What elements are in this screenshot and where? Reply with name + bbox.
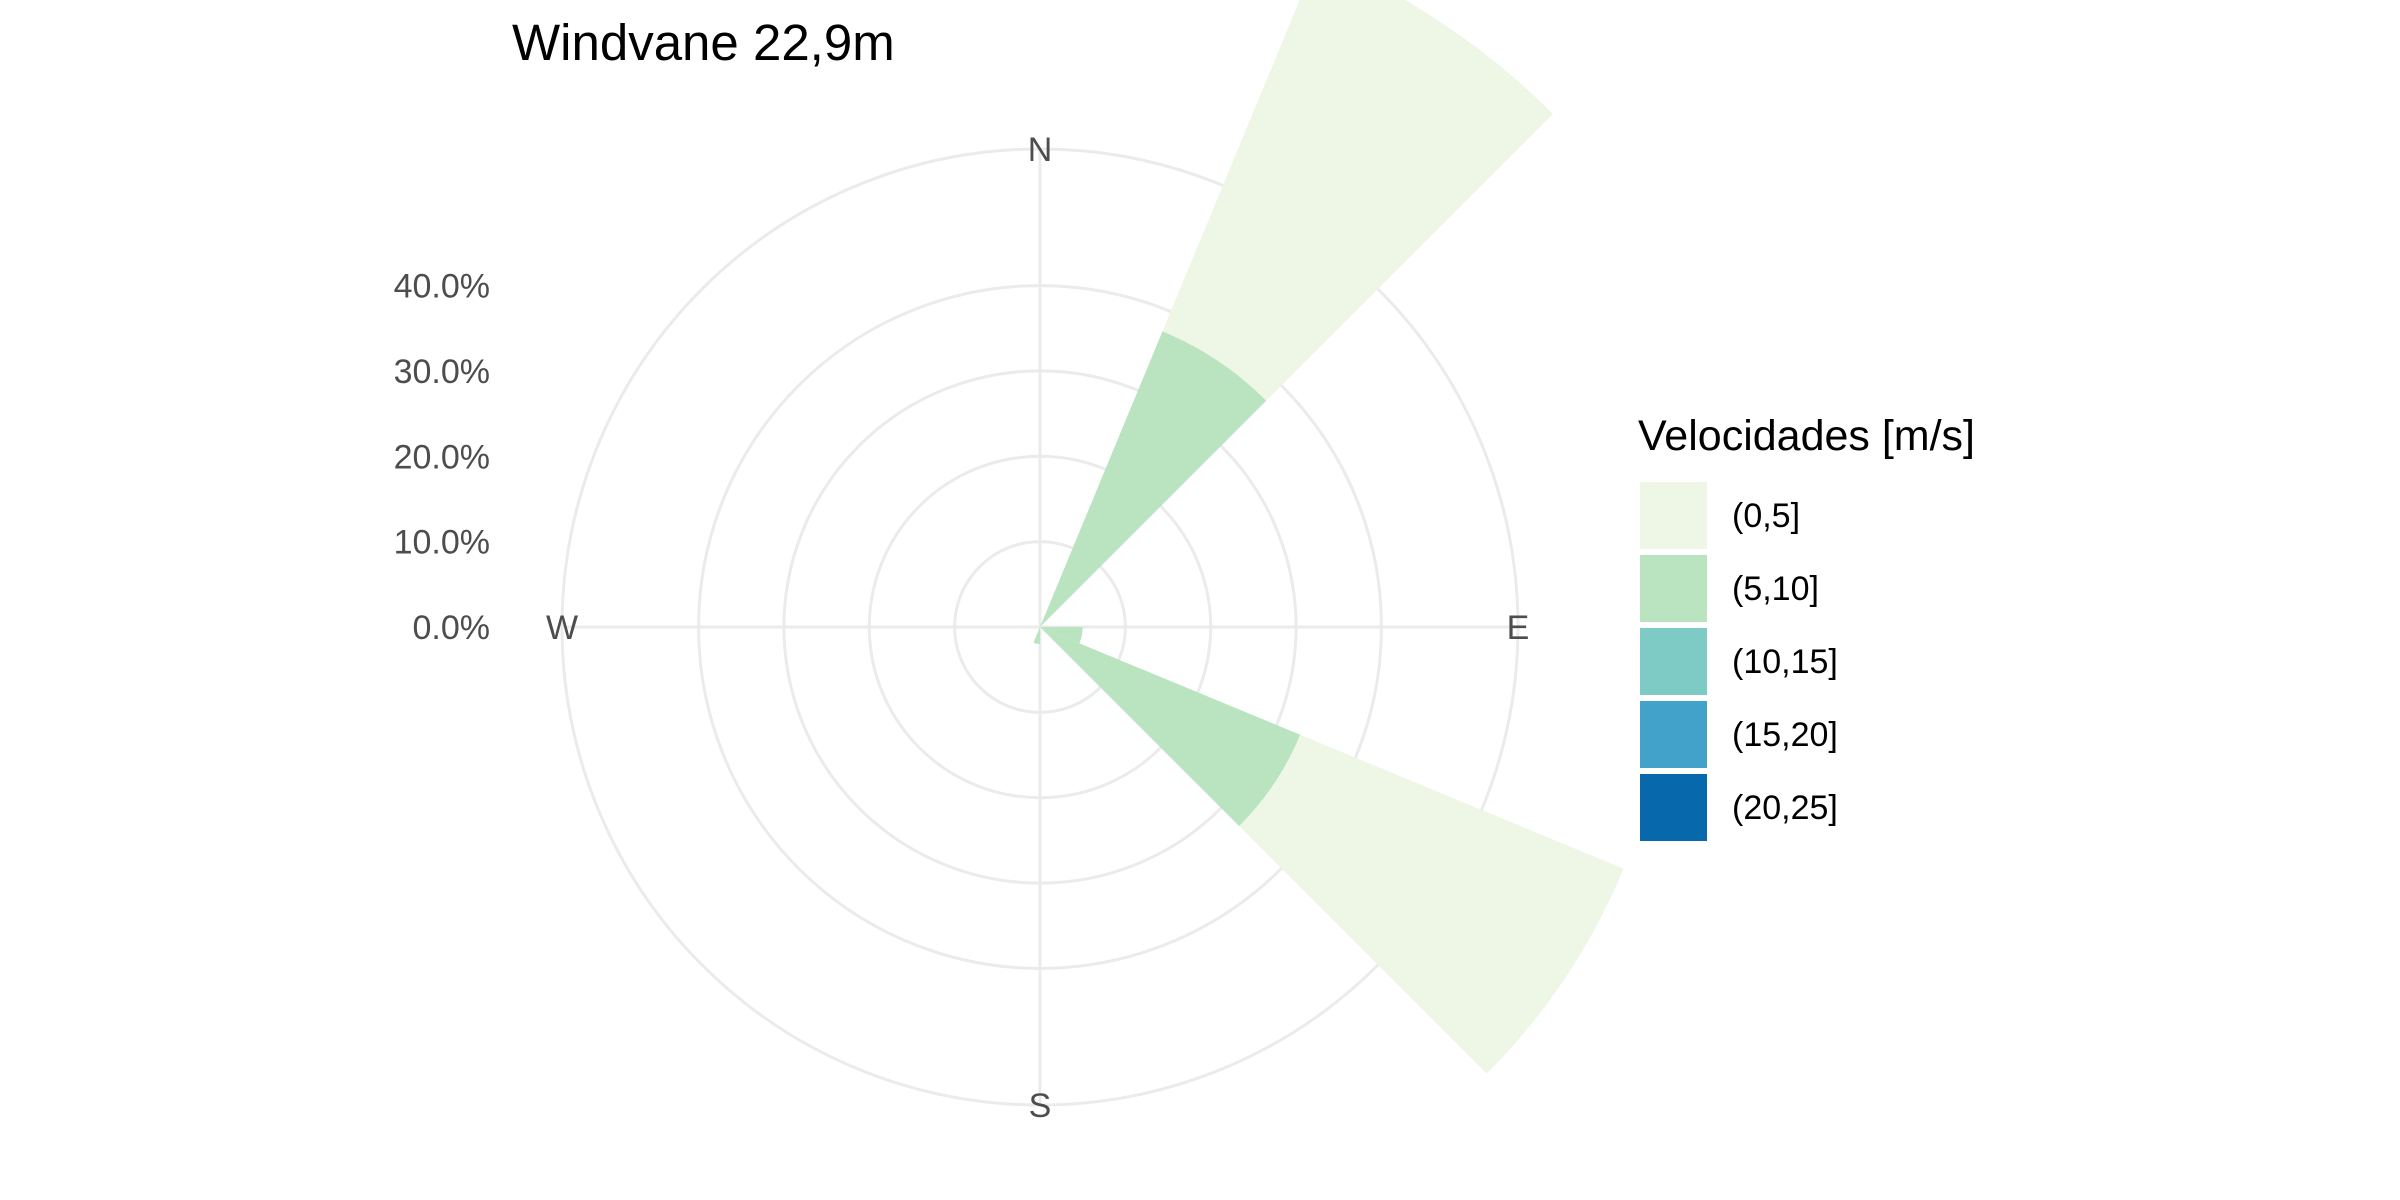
legend-label: (15,20] <box>1732 716 1838 754</box>
legend-swatch <box>1640 555 1707 622</box>
tick-label: 30.0% <box>394 353 490 391</box>
sector-segment <box>1040 627 1301 827</box>
direction-label: S <box>1029 1087 1052 1125</box>
polar-grid <box>560 147 1520 1107</box>
legend-label: (20,25] <box>1732 789 1838 827</box>
legend-label: (0,5] <box>1732 497 1800 535</box>
tick-label: 0.0% <box>413 609 491 647</box>
sector-segment <box>1040 331 1267 627</box>
legend-label: (10,15] <box>1732 643 1838 681</box>
tick-label: 10.0% <box>394 524 490 562</box>
legend-swatch <box>1640 628 1707 695</box>
legend-swatch <box>1640 482 1707 549</box>
direction-label: E <box>1507 609 1530 647</box>
legend-label: (5,10] <box>1732 570 1819 608</box>
legend-swatch <box>1640 701 1707 768</box>
legend: Velocidades [m/s] (0,5] (5,10] (10,15] (15,… <box>1638 412 1975 841</box>
legend-title: Velocidades [m/s] <box>1638 412 1975 460</box>
tick-label: 40.0% <box>394 268 490 306</box>
legend-swatch <box>1640 774 1707 841</box>
direction-label: W <box>546 609 578 647</box>
sector-segment <box>1040 627 1083 644</box>
tick-label: 20.0% <box>394 438 490 476</box>
wind-sectors <box>1033 0 1624 1074</box>
chart-title: Windvane 22,9m <box>512 14 895 71</box>
sector-segment <box>1239 734 1624 1074</box>
legend-items: (0,5] (5,10] (10,15] (15,20] (20,25] <box>1640 482 1838 841</box>
direction-label: N <box>1028 131 1053 169</box>
sector-segment <box>1033 627 1040 645</box>
sector-segment <box>1162 0 1554 401</box>
radial-tick-labels: 0.0% 10.0% 20.0% 30.0% 40.0% <box>394 268 490 647</box>
direction-labels: N E S W <box>546 131 1529 1125</box>
